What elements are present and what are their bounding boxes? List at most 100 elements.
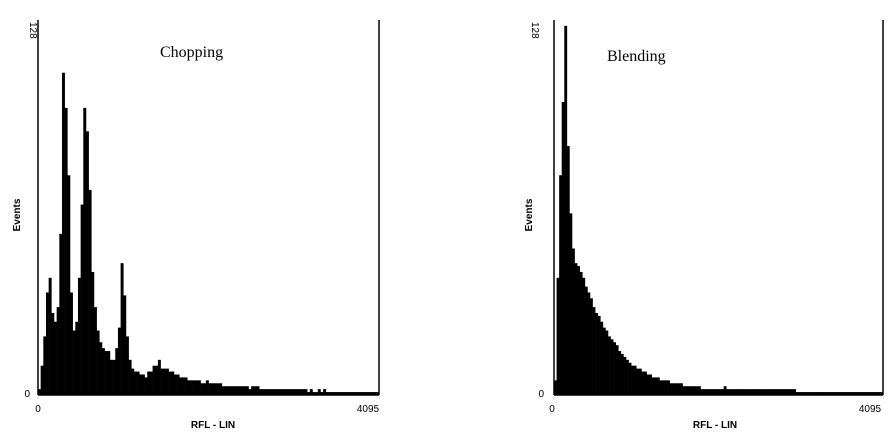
histogram-bar	[205, 380, 209, 395]
histogram-bar	[45, 292, 49, 395]
histogram-bar	[88, 189, 92, 395]
histogram-bar	[631, 365, 634, 395]
histogram-bar	[880, 392, 884, 395]
histogram-bar	[641, 371, 645, 395]
histogram-bar	[312, 392, 316, 395]
histogram-bar	[200, 383, 204, 395]
histogram-bar	[264, 389, 268, 395]
histogram-bar	[253, 386, 257, 395]
histogram-bar	[816, 392, 820, 395]
histogram-bar	[628, 362, 632, 395]
y-tick-top: 128	[27, 22, 38, 39]
histogram-bar	[564, 25, 568, 396]
histogram-bar	[775, 389, 778, 395]
histogram-bar	[718, 389, 722, 395]
blending-histogram: Blending Events RFL - LIN 128 0 0 4095	[524, 20, 884, 431]
histogram-bar	[672, 383, 676, 395]
histogram-bar	[293, 389, 297, 395]
histogram-bar	[165, 368, 169, 395]
blending-histogram-panel: Blending Events RFL - LIN 128 0 0 4095	[512, 0, 888, 435]
histogram-bar	[61, 72, 65, 395]
histogram-bar	[133, 371, 137, 395]
histogram-bar	[227, 386, 231, 395]
histogram-bar	[355, 392, 359, 395]
histogram-bar	[109, 359, 113, 395]
histogram-bar	[136, 371, 140, 395]
histogram-bar	[800, 392, 804, 395]
histogram-bar	[363, 392, 367, 395]
histogram-bar	[836, 392, 840, 395]
histogram-bar	[741, 389, 745, 395]
histogram-bar	[759, 389, 763, 395]
histogram-bar	[328, 392, 332, 395]
histogram-bar	[638, 368, 642, 395]
histogram-bar	[721, 389, 724, 395]
histogram-bar	[633, 365, 637, 395]
histogram-bar	[749, 389, 753, 395]
histogram-bar	[877, 392, 881, 395]
histogram-bar	[216, 383, 220, 395]
histogram-bar	[261, 389, 265, 395]
histogram-bar	[211, 383, 215, 395]
histogram-bar	[636, 368, 640, 395]
histogram-bar	[38, 389, 41, 395]
histogram-bar	[301, 389, 305, 395]
y-axis-label: Events	[12, 198, 23, 231]
histogram-bar	[572, 248, 575, 395]
histogram-bar	[232, 386, 236, 395]
histogram-bar	[67, 175, 71, 395]
histogram-bar	[272, 389, 276, 395]
histogram-bar	[176, 374, 180, 395]
histogram-bar	[841, 392, 845, 395]
histogram-bar	[556, 277, 560, 395]
histogram-bar	[667, 380, 670, 395]
histogram-bar	[607, 336, 611, 395]
histogram-bar	[99, 342, 103, 395]
histogram-bar	[208, 383, 212, 395]
histogram-bar	[623, 356, 627, 395]
histogram-bar	[235, 386, 239, 395]
histogram-bar	[144, 377, 148, 395]
histogram-bar	[839, 392, 843, 395]
histogram-bar	[187, 380, 191, 395]
histogram-bar	[155, 365, 159, 395]
histogram-bar	[618, 351, 622, 395]
histogram-bar	[315, 392, 319, 395]
histogram-bar	[352, 392, 356, 395]
histogram-bar	[736, 389, 740, 395]
histogram-bar	[625, 359, 629, 395]
histogram-bar	[120, 263, 124, 395]
histogram-bar	[705, 389, 709, 395]
x-axis-label: RFL - LIN	[693, 420, 737, 431]
histogram-bar	[867, 392, 871, 395]
histogram-bar	[243, 386, 247, 395]
histogram-bar	[125, 336, 129, 395]
histogram-bar	[808, 392, 812, 395]
histogram-bar	[141, 374, 145, 395]
histogram-bar	[171, 371, 175, 395]
histogram-bar	[91, 271, 95, 395]
histogram-bar	[780, 389, 784, 395]
histogram-bar	[357, 392, 361, 395]
histogram-bar	[605, 330, 609, 395]
histogram-bar	[64, 107, 68, 395]
histogram-bar	[285, 389, 289, 395]
histogram-bar	[104, 351, 108, 395]
histogram-bar	[339, 392, 343, 395]
histogram-bar	[128, 359, 132, 395]
histogram-bar	[777, 389, 781, 395]
histogram-bar	[651, 377, 655, 395]
histogram-bar	[805, 392, 809, 395]
histogram-bar	[823, 392, 827, 395]
histogram-bar	[589, 298, 593, 395]
histogram-bar	[224, 386, 228, 395]
histogram-bar	[197, 380, 201, 395]
histogram-bar	[813, 392, 817, 395]
histogram-bar	[793, 389, 796, 395]
bars	[554, 25, 884, 396]
histogram-bar	[237, 386, 241, 395]
histogram-bar	[757, 389, 760, 395]
histogram-bar	[569, 213, 573, 395]
histogram-bar	[160, 368, 164, 395]
histogram-bar	[341, 392, 345, 395]
